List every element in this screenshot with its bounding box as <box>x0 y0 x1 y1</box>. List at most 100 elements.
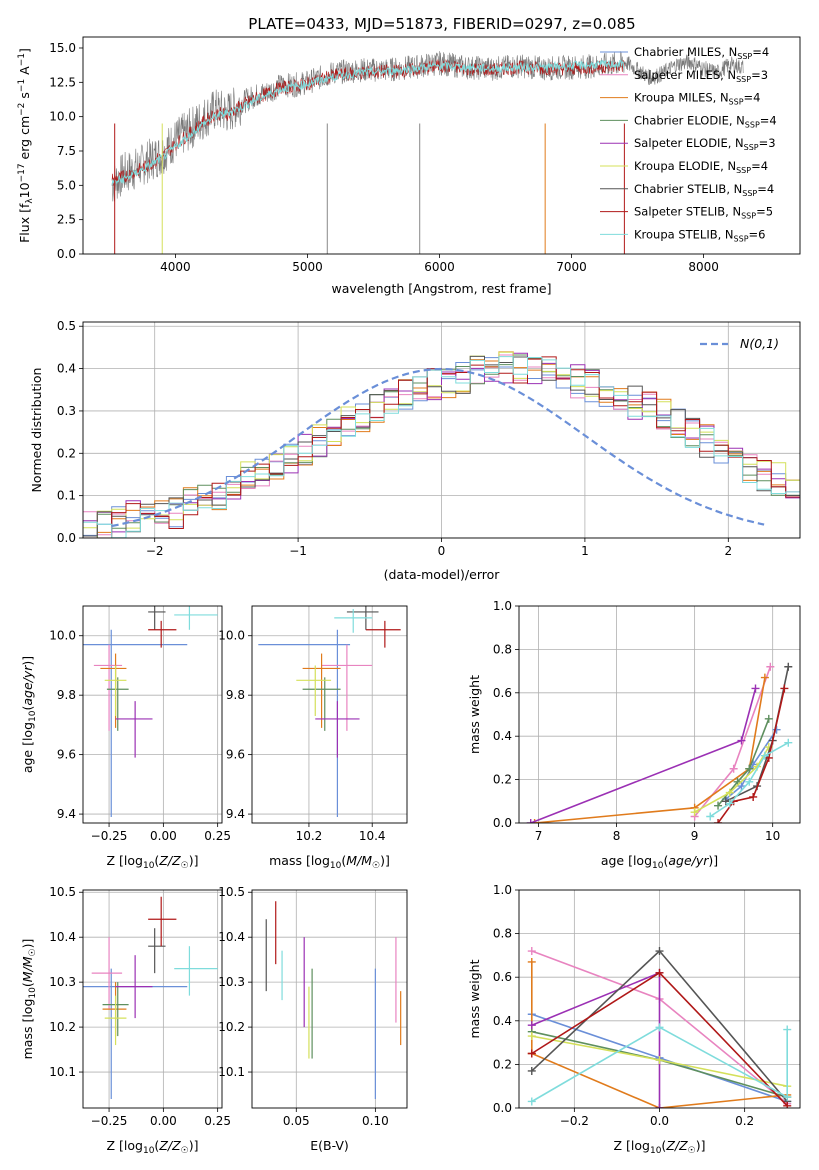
label-part: ( <box>20 706 35 711</box>
series-marker <box>760 673 769 682</box>
axes-frame <box>251 605 408 824</box>
y-tick-label: 2.5 <box>57 213 76 227</box>
plots-layer: 4000 5000 6000 7000 80000.02.55.07.510.012.5… <box>17 36 801 1156</box>
y-tick-label: 9.6 <box>57 748 76 762</box>
y-axis-label: mass [log10(M/M☉)] <box>20 939 38 1060</box>
label-part: ( <box>154 853 159 868</box>
x-tick-label: 0.10 <box>362 1114 389 1128</box>
series-marker <box>655 1104 664 1108</box>
series-marker <box>751 684 760 693</box>
y-axis-label: age [log10(age/yr)] <box>20 656 38 773</box>
legend-label: Kroupa ELODIE, NSSP=4 <box>634 159 768 175</box>
legend-label-main: Salpeter ELODIE, N <box>634 136 744 150</box>
series-marker <box>706 812 715 821</box>
series-line <box>531 961 788 1108</box>
x-tick-label: 5000 <box>292 260 323 274</box>
legend-label: Salpeter MILES, NSSP=3 <box>634 68 768 84</box>
label-part: Z [log <box>614 1138 650 1153</box>
x-tick-label: 0.00 <box>150 1114 177 1128</box>
point-chabrier_miles <box>258 629 351 818</box>
y-tick-label: 9.8 <box>226 688 245 702</box>
plot-area <box>83 890 222 1108</box>
label-part: 10 <box>17 182 32 198</box>
label-part: ( <box>663 853 668 868</box>
label-part: age [log <box>20 722 35 773</box>
series-marker <box>783 1093 792 1102</box>
x-tick-label: −1 <box>289 544 307 558</box>
plot-area <box>252 890 407 1108</box>
x-tick-label: −0.2 <box>560 1114 589 1128</box>
x-tick-label: 7 <box>535 829 543 843</box>
series-line <box>531 1026 788 1103</box>
series-salpeter_miles <box>690 662 775 821</box>
series-marker <box>737 782 746 791</box>
legend-label-sub: SSP <box>736 75 751 84</box>
legend-label-main: Chabrier ELODIE, N <box>634 113 745 127</box>
x-tick-label: −2 <box>146 544 164 558</box>
label-part: )] <box>380 853 390 868</box>
label-part: ( <box>661 1138 666 1153</box>
point-salpeter_stelib <box>365 620 401 648</box>
legend-label-main: Kroupa STELIB, N <box>634 227 734 241</box>
series-marker <box>527 1021 536 1030</box>
legend-label: Salpeter ELODIE, NSSP=3 <box>634 136 776 152</box>
legend-label-sub: SSP <box>737 52 752 61</box>
legend-item: Salpeter ELODIE, NSSP=3 <box>600 136 776 152</box>
point-salpeter_elodie <box>115 955 153 1019</box>
point-kroupa_stelib <box>174 606 218 630</box>
hist-kroupa_stelib <box>83 356 800 538</box>
normal-legend-label: N(0,1) <box>740 336 779 351</box>
label-part: 10 <box>650 1146 662 1156</box>
label-part: )] <box>20 656 35 666</box>
label-part: Flux [f <box>17 203 32 243</box>
series-marker <box>729 764 738 773</box>
label-part: Z/Z <box>665 1138 688 1153</box>
series-salpeter_elodie <box>527 968 664 1108</box>
label-part: ( <box>154 1138 159 1153</box>
y-tick-label: 0.0 <box>493 816 512 830</box>
label-part: s <box>17 92 32 103</box>
x-tick-label: 8000 <box>688 260 719 274</box>
label-part: A <box>17 66 32 79</box>
x-tick-label: 8 <box>613 829 621 843</box>
label-part: )] <box>708 853 718 868</box>
series-marker <box>784 662 793 671</box>
legend-label-sub: SSP <box>734 234 749 243</box>
point-chabrier_stelib <box>148 928 166 974</box>
legend-label-sub: SSP <box>744 143 759 152</box>
y-tick-label: 7.5 <box>57 144 76 158</box>
x-tick-label: 0.0 <box>650 1114 669 1128</box>
y-tick-label: 15.0 <box>49 41 76 55</box>
y-tick-label: 10.5 <box>218 885 245 899</box>
hist-salpeter_stelib <box>83 356 800 538</box>
x-tick-label: −0.25 <box>91 829 128 843</box>
legend-label: Chabrier ELODIE, NSSP=4 <box>634 113 777 129</box>
label-part: E(B-V) <box>310 1138 349 1153</box>
point-kroupa_elodie <box>296 665 332 716</box>
label-part: M/M <box>346 853 372 868</box>
series-marker <box>725 799 734 808</box>
x-tick-label: 6000 <box>424 260 455 274</box>
point-chabrier_miles <box>83 629 188 818</box>
spectrum-model-line <box>111 59 625 186</box>
y-tick-label: 10.4 <box>49 930 76 944</box>
y-tick-label: 9.4 <box>226 807 245 821</box>
y-tick-label: 9.8 <box>57 688 76 702</box>
legend-label-main: Chabrier MILES, N <box>634 45 737 59</box>
series-marker <box>714 819 723 823</box>
y-tick-label: 0.6 <box>493 686 512 700</box>
x-axis-label: E(B-V) <box>310 1138 349 1153</box>
point-salpeter_miles <box>321 644 373 731</box>
y-axis-label: mass weight <box>467 675 482 754</box>
legend-item: Chabrier MILES, NSSP=4 <box>600 45 769 61</box>
y-tick-label: 0.3 <box>57 404 76 418</box>
point-salpeter_elodie <box>315 701 360 758</box>
x-tick-label: 0.25 <box>204 829 231 843</box>
y-tick-label: 10.0 <box>49 629 76 643</box>
series-marker <box>527 1097 536 1106</box>
x-tick-label: 2 <box>724 544 732 558</box>
y-tick-label: 0.6 <box>493 970 512 984</box>
label-part: 10 <box>28 710 38 722</box>
label-part: Z [log <box>107 1138 143 1153</box>
